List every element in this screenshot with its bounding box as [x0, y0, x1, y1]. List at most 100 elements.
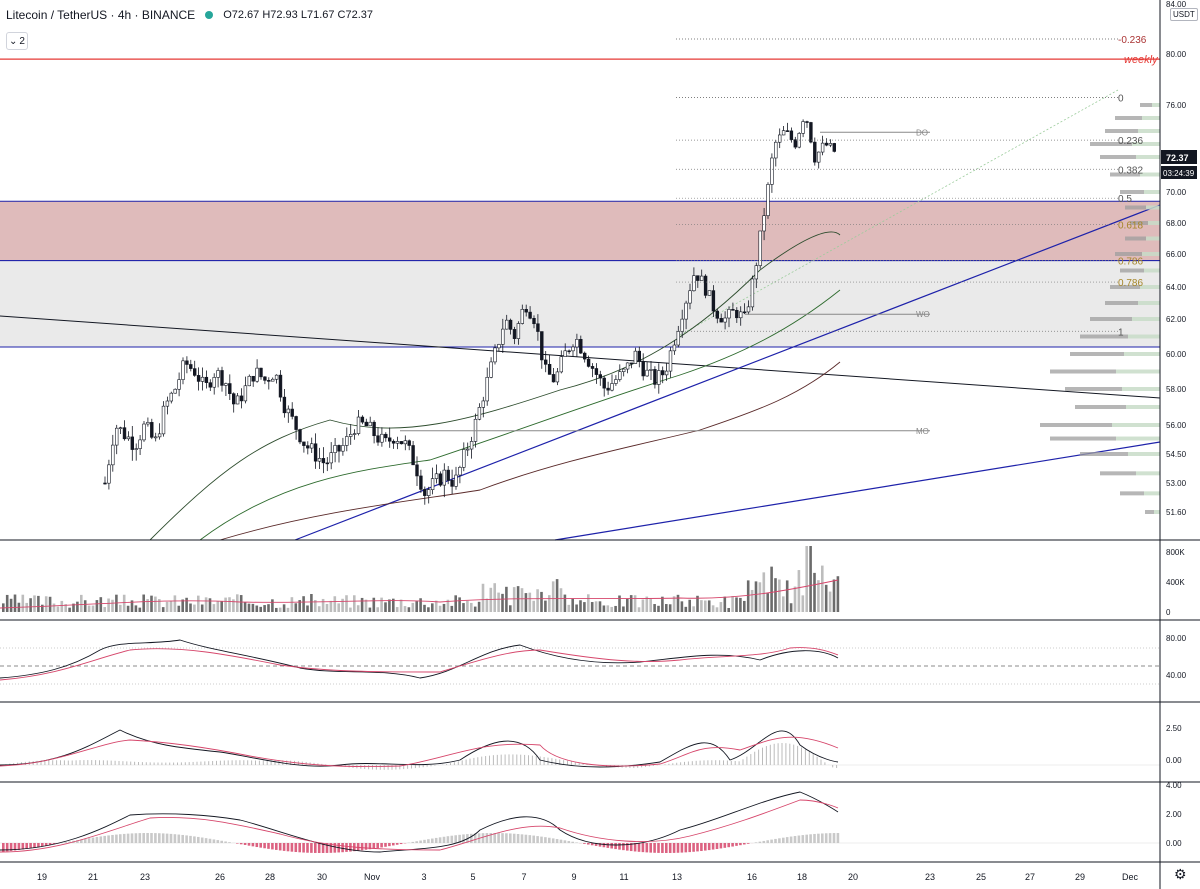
- gear-icon[interactable]: ⚙: [1174, 866, 1187, 882]
- candle-body-17: [169, 392, 173, 402]
- volume-bar-7: [29, 598, 32, 612]
- vp-bar-buy-7: [1146, 205, 1160, 210]
- candle-body-57: [325, 462, 329, 465]
- volume-bar-95: [372, 597, 376, 612]
- candle-body-156: [711, 290, 716, 312]
- fib-retracement: -0.236 0 0.236 0.382 0.5 0.618 0.786 0.786 1 DO WO…: [400, 35, 1159, 436]
- macd2-hist-81: [317, 843, 321, 853]
- macd2-hist-211: [824, 833, 828, 843]
- candle-body-81: [419, 475, 423, 490]
- macd2-hist-135: [528, 835, 532, 843]
- candle-body-132: [618, 371, 622, 380]
- macd2-hist-71: [278, 843, 282, 851]
- candle-body-38: [251, 375, 255, 382]
- symbol-title[interactable]: Litecoin / TetherUS · 4h · BINANCE: [6, 8, 196, 22]
- volume-bar-14: [56, 606, 60, 612]
- vp-bar-buy-24: [1144, 491, 1160, 496]
- macd2-hist-84: [329, 843, 333, 853]
- macd2-hist-80: [314, 843, 317, 853]
- macd2-hist-134: [524, 834, 528, 843]
- candle-body-48: [290, 408, 294, 417]
- macd2-hist-44: [173, 834, 177, 843]
- time-tick-9: 7: [521, 872, 526, 882]
- vp-bar-sell-15: [1080, 334, 1128, 339]
- candle-body-53: [309, 443, 314, 449]
- volume-bar-200: [782, 596, 785, 612]
- volume-bar-195: [762, 572, 766, 612]
- macd2-hist-170: [665, 843, 668, 853]
- volume-bar-158: [618, 595, 621, 612]
- candle-body-155: [707, 290, 712, 296]
- candle-body-71: [380, 433, 384, 443]
- fib-label-1: 0: [1118, 93, 1124, 104]
- macd2-hist-124: [485, 833, 489, 843]
- macd2-hist-132: [516, 834, 520, 843]
- currency-badge[interactable]: USDT: [1170, 8, 1198, 21]
- macd2-hist-158: [618, 843, 621, 850]
- volume-bar-153: [598, 601, 602, 612]
- candle-body-133: [621, 368, 626, 372]
- candle-body-114: [547, 364, 552, 375]
- candle-body-10: [142, 423, 146, 441]
- volume-bar-160: [626, 598, 629, 612]
- candle-body-138: [641, 361, 645, 377]
- volume-bar-201: [785, 580, 789, 612]
- weekly-label: weekly: [1124, 54, 1159, 66]
- volume-bar-113: [442, 603, 446, 612]
- macd2-hist-108: [423, 839, 426, 843]
- candle-body-176: [789, 130, 794, 140]
- black-trendline: [0, 315, 1161, 399]
- volume-bar-109: [427, 607, 430, 612]
- macd2-hist-68: [267, 843, 270, 849]
- price-tick-2: 76.00: [1166, 101, 1187, 110]
- fib-label-7: 0.786: [1118, 278, 1143, 289]
- volume-bar-96: [376, 607, 379, 612]
- volume-bar-142: [555, 579, 559, 612]
- volume-bar-103: [403, 606, 407, 612]
- vp-bar-buy-11: [1144, 268, 1160, 273]
- volume-bar-31: [122, 594, 126, 612]
- candle-body-5: [122, 427, 127, 440]
- macd2-hist-57: [224, 841, 227, 843]
- candle-body-59: [333, 445, 337, 453]
- vp-bar-buy-5: [1140, 172, 1160, 177]
- price-tick-4: 70.00: [1166, 188, 1187, 197]
- vp-bar-sell-11: [1120, 268, 1144, 273]
- macd2-hist-31: [122, 833, 126, 843]
- vp-bar-buy-17: [1116, 369, 1160, 374]
- volume-bar-79: [310, 594, 313, 612]
- volume-bar-102: [399, 599, 403, 612]
- candle-body-29: [216, 370, 220, 378]
- macd2-hist-213: [832, 833, 836, 843]
- vp-bar-sell-7: [1125, 205, 1146, 210]
- candle-body-150: [688, 290, 692, 304]
- blue-trendline-lower: [554, 441, 1161, 541]
- vp-bar-sell-12: [1110, 285, 1140, 289]
- candle-body-54: [313, 443, 318, 462]
- macd2-hist-16: [64, 842, 67, 843]
- volume-bar-65: [255, 605, 259, 612]
- candle-body-85: [434, 473, 439, 479]
- vp-bar-buy-0: [1152, 103, 1160, 107]
- candle-body-127: [598, 374, 603, 379]
- volume-bar-75: [294, 603, 298, 612]
- volume-bar-210: [821, 565, 824, 612]
- volume-bar-23: [91, 605, 95, 612]
- volume-bar-94: [368, 607, 372, 612]
- macd2-hist-29: [115, 834, 118, 843]
- candle-body-6: [126, 436, 131, 440]
- volume-bar-70: [275, 607, 278, 612]
- candle-body-167: [754, 265, 759, 280]
- macd2-hist-183: [715, 843, 719, 850]
- candle-body-12: [150, 422, 154, 438]
- candles-layer: [103, 119, 837, 505]
- volume-bar-174: [680, 601, 684, 612]
- candle-body-161: [731, 309, 735, 311]
- volume-bar-127: [497, 592, 500, 612]
- macd2-hist-145: [567, 841, 571, 843]
- volume-bar-35: [138, 607, 142, 612]
- volume-bar-86: [337, 603, 340, 612]
- indicator-toggle-button[interactable]: ⌄ 2: [6, 32, 28, 50]
- price-axis: 84.00 80.00 76.00 70.00 68.00 66.00 64.00 62.00…: [1159, 0, 1197, 889]
